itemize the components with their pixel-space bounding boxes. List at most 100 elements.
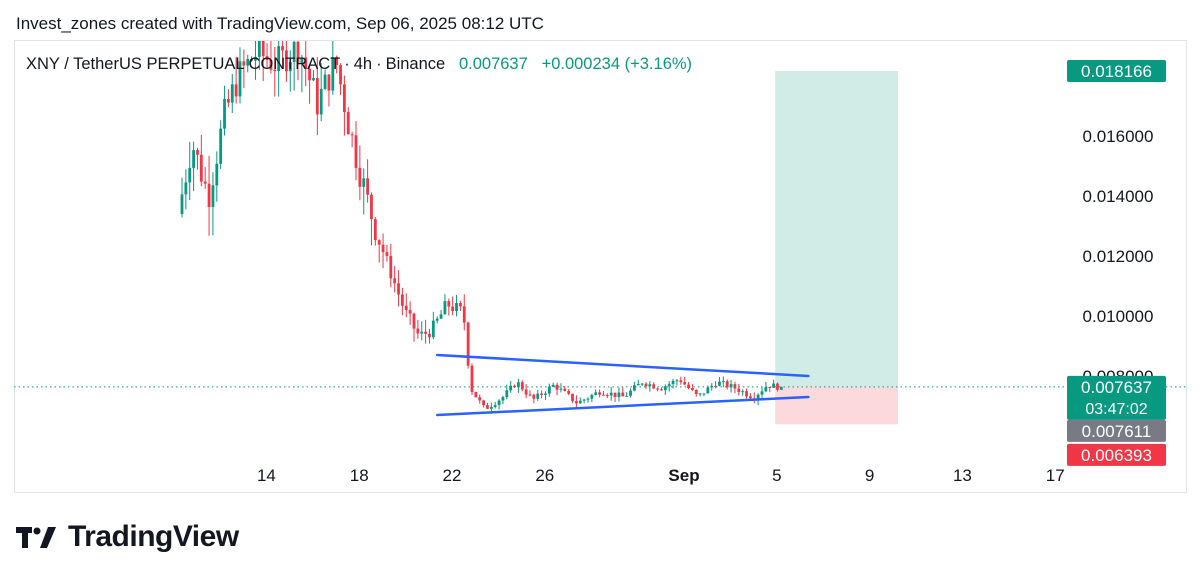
candle-body — [385, 252, 389, 256]
chart-area[interactable] — [14, 40, 1187, 493]
candle-body — [389, 255, 393, 279]
candle-body — [656, 388, 659, 390]
candle-body — [215, 163, 219, 186]
candle-body — [714, 385, 717, 387]
candle-body — [683, 382, 687, 385]
candle-body — [721, 381, 725, 383]
candle-body — [393, 278, 397, 284]
candle-body — [586, 398, 590, 400]
candle-body — [555, 384, 559, 390]
candle-body — [346, 112, 350, 135]
candle-body — [745, 391, 748, 397]
candle-body — [358, 167, 362, 187]
candle-body — [640, 383, 644, 385]
candle-body — [269, 60, 273, 70]
candle-body — [489, 406, 493, 409]
candle-body — [296, 41, 300, 63]
candle-body — [652, 384, 656, 389]
candle-body — [366, 178, 369, 195]
candle-body — [532, 394, 536, 399]
candle-body — [725, 381, 729, 388]
candle-body — [482, 400, 485, 406]
triangle-upper-line[interactable] — [435, 353, 810, 378]
chart-credit: Invest_zones created with TradingView.co… — [16, 14, 544, 33]
candle-body — [702, 393, 706, 395]
candle-body — [250, 58, 253, 61]
candle-body — [609, 392, 613, 396]
candle-body — [254, 56, 257, 61]
candle-body — [257, 41, 261, 57]
candle-body — [435, 318, 439, 321]
candle-body — [633, 385, 636, 391]
candle-body — [466, 322, 470, 366]
candle-body — [288, 61, 292, 72]
candle-body — [679, 380, 683, 383]
candle-body — [343, 84, 346, 113]
x-tick-label: 5 — [772, 466, 781, 485]
candle-body — [451, 306, 455, 312]
candle-body — [439, 314, 443, 319]
candle-body — [741, 391, 745, 393]
candle-body — [242, 61, 246, 66]
candle-body — [223, 98, 226, 129]
candle-body — [459, 303, 462, 307]
price-change-value: +0.000234 — [541, 55, 621, 73]
candle-body — [520, 382, 524, 390]
candle-body — [412, 313, 416, 329]
candle-body — [772, 383, 775, 388]
candle-body — [350, 134, 354, 136]
candle-body — [505, 390, 509, 398]
candle-body — [547, 386, 551, 394]
target-zone[interactable] — [775, 71, 898, 387]
candle-body — [207, 183, 211, 207]
price-badge[interactable]: 0.007611 — [1067, 419, 1166, 442]
candle-body — [431, 320, 435, 338]
triangle-lower-line[interactable] — [435, 395, 810, 417]
price-badge[interactable]: 0.018166 — [1067, 60, 1166, 83]
tradingview-brand[interactable]: TradingView — [16, 520, 239, 554]
candle-body — [687, 384, 690, 389]
candle-body — [613, 392, 617, 397]
price-badge[interactable]: 0.006393 — [1067, 443, 1166, 466]
candle-body — [493, 405, 497, 407]
candle-body — [470, 365, 474, 392]
candle-body — [335, 57, 339, 66]
interval-label[interactable]: 4h — [353, 55, 373, 73]
price-badge[interactable]: 0.007637 03:47:02 — [1067, 375, 1166, 420]
candle-body — [443, 301, 447, 315]
candle-body — [706, 387, 710, 394]
candle-body — [184, 182, 188, 195]
candle-body — [629, 390, 632, 396]
x-tick-label: 26 — [535, 466, 554, 485]
y-tick-label: 0.010000 — [1083, 307, 1154, 326]
price-change-percent: (+3.16%) — [624, 55, 693, 73]
price-badge-label: 0.007637 — [1081, 378, 1152, 397]
candle-body — [308, 68, 311, 81]
candle-body — [509, 385, 513, 391]
candle-body — [760, 391, 764, 395]
candle-body — [779, 386, 783, 390]
candle-body — [694, 389, 698, 394]
symbol-name[interactable]: XNY / TetherUS PERPETUAL CONTRACT — [26, 55, 341, 73]
candle-body — [497, 400, 501, 406]
candle-body — [648, 384, 652, 387]
candle-body — [362, 178, 366, 187]
stop-loss-zone[interactable] — [775, 386, 898, 425]
candle-body — [551, 384, 555, 387]
candle-body — [219, 128, 223, 164]
candle-body — [428, 333, 431, 338]
candle-body — [331, 57, 335, 91]
candle-body — [304, 57, 308, 69]
candle-body — [312, 78, 315, 81]
candle-body — [524, 389, 528, 395]
candle-body — [536, 393, 540, 399]
candle-body — [625, 395, 629, 397]
candle-body — [246, 58, 250, 66]
x-tick-label: 9 — [865, 466, 874, 485]
candle-body — [199, 154, 203, 182]
candle-body — [575, 401, 578, 404]
candle-body — [370, 194, 373, 220]
candle-body — [598, 392, 601, 395]
candle-body — [230, 84, 234, 103]
